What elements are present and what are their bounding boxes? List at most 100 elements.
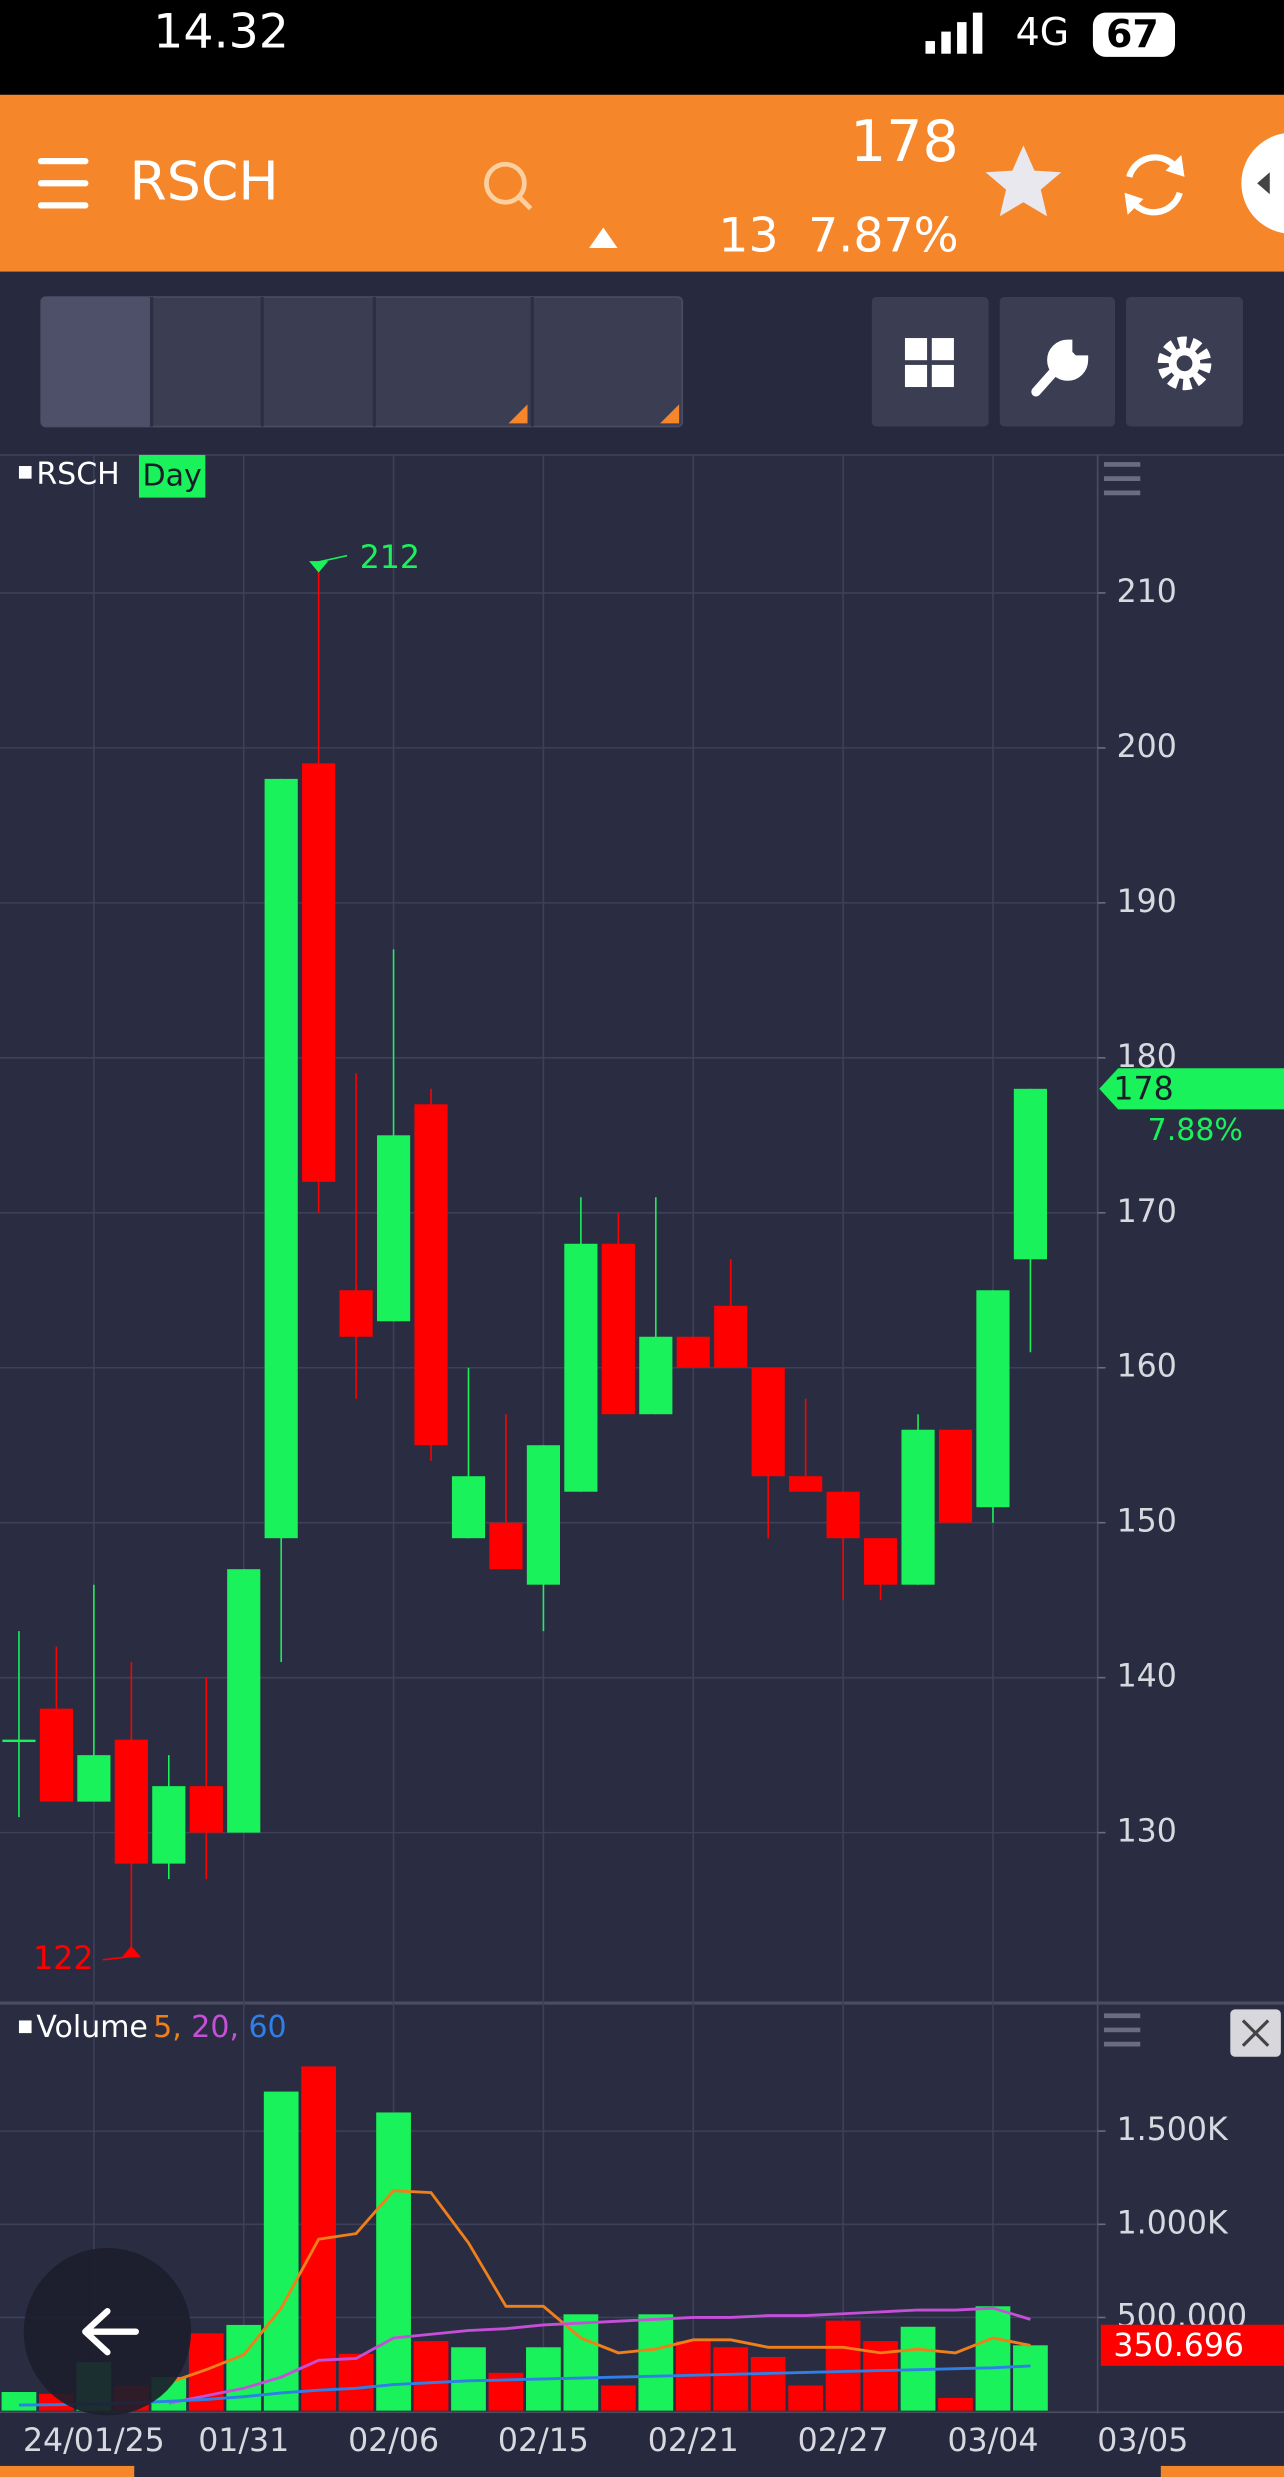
y-tick-label: 1.000K xyxy=(1117,2205,1229,2241)
signal-icon xyxy=(925,12,983,54)
y-tick-label: 1.500K xyxy=(1117,2112,1229,2148)
candle-body xyxy=(264,778,298,1539)
volume-bar xyxy=(263,2091,299,2411)
candle-body xyxy=(601,1243,635,1415)
candle-body xyxy=(938,1429,973,1523)
search-button[interactable] xyxy=(484,161,533,211)
period-active xyxy=(41,296,152,427)
legend-entry: 20, xyxy=(191,2010,239,2045)
candle-body xyxy=(227,1569,261,1833)
volume-bar xyxy=(975,2306,1011,2411)
battery-level: 67 xyxy=(1106,12,1159,56)
candle-body xyxy=(39,1708,73,1802)
last-volume-tag xyxy=(1100,2324,1284,2366)
candle-body xyxy=(376,1135,411,1322)
candle-body xyxy=(2,1739,36,1743)
candle-body xyxy=(339,1290,373,1337)
volume-bar xyxy=(338,2353,374,2411)
candle-body xyxy=(751,1367,785,1477)
volume-bar xyxy=(376,2112,411,2411)
last-price-tag xyxy=(1099,1068,1284,1110)
high-marker xyxy=(309,554,348,573)
candle-body xyxy=(152,1786,186,1864)
x-tick-label: 02/21 xyxy=(648,2423,739,2459)
x-tick-label: 24/01/25 xyxy=(23,2423,165,2459)
panel-menu[interactable] xyxy=(1103,2013,1141,2047)
back-arrow xyxy=(82,2307,139,2356)
candle-body xyxy=(189,1786,223,1833)
candle-body xyxy=(489,1522,523,1570)
volume-bar xyxy=(563,2314,599,2411)
symbol: RSCH xyxy=(130,149,279,212)
candle-body xyxy=(863,1538,898,1585)
x-tick-label: 03/05 xyxy=(1097,2423,1188,2459)
y-tick-label: 130 xyxy=(1117,1814,1177,1850)
layout-icon xyxy=(904,338,954,388)
network: 4G xyxy=(1016,10,1069,54)
legend-entry: 5, xyxy=(153,2010,182,2045)
up-arrow xyxy=(589,227,618,249)
volume-bar xyxy=(1013,2345,1048,2411)
period-separators xyxy=(150,296,534,427)
volume-bar xyxy=(938,2397,973,2411)
status-bar xyxy=(0,0,1284,95)
low-marker xyxy=(102,1945,141,1961)
volume-bar xyxy=(600,2385,636,2411)
y-tick-label: 170 xyxy=(1117,1194,1177,1230)
bottom-bar xyxy=(0,2465,135,2477)
period-badge xyxy=(138,454,206,498)
volume-title: Volume xyxy=(36,2010,148,2045)
panel-menu[interactable] xyxy=(1103,462,1141,496)
wrench-icon xyxy=(1031,339,1089,397)
layout-button[interactable] xyxy=(871,296,989,427)
candle-body xyxy=(714,1305,748,1368)
candle-body xyxy=(77,1755,111,1802)
price: 178 xyxy=(850,109,959,175)
favorite-button[interactable] xyxy=(985,145,1062,217)
y-tick-label: 190 xyxy=(1117,884,1177,920)
y-tick-label: 210 xyxy=(1117,574,1177,610)
volume-bar xyxy=(788,2385,824,2411)
legend-entry: 60 xyxy=(248,2010,286,2045)
legend-square xyxy=(18,2020,32,2034)
last-change-label: 7.88% xyxy=(1148,1113,1243,1148)
candle-body xyxy=(976,1290,1010,1508)
side-panel-arrow xyxy=(1257,172,1270,195)
chart-symbol: RSCH xyxy=(36,457,119,492)
header xyxy=(0,94,1284,272)
last-price-label: 178 xyxy=(1113,1071,1173,1107)
high-label: 212 xyxy=(360,540,420,576)
menu-button[interactable] xyxy=(37,157,89,209)
x-labels: 24/01/25 01/31 02/06 02/15 02/21 02/27 03/04 03… xyxy=(23,2423,1188,2459)
ma-line xyxy=(18,2364,1031,2407)
candle-body xyxy=(789,1476,823,1492)
volume-bar xyxy=(413,2341,449,2411)
time: 14.32 xyxy=(153,5,289,60)
candle-body xyxy=(826,1491,860,1539)
close-icon xyxy=(1241,2019,1270,2047)
x-axis xyxy=(0,2413,1284,2477)
volume-bar xyxy=(451,2347,486,2411)
x-tick-label: 02/15 xyxy=(498,2423,589,2459)
y-tick-label: 140 xyxy=(1117,1659,1177,1695)
y-tick-label: 200 xyxy=(1117,729,1177,765)
x-tick-label: 02/06 xyxy=(348,2423,439,2459)
ma-line xyxy=(168,2306,1031,2405)
refresh-button[interactable] xyxy=(1124,154,1185,216)
candle-body xyxy=(564,1243,598,1492)
x-tick-label: 02/27 xyxy=(798,2423,889,2459)
low-label: 122 xyxy=(33,1941,93,1977)
period-group xyxy=(40,296,684,428)
chart-period: Day xyxy=(143,459,202,494)
x-tick-label: 01/31 xyxy=(198,2423,289,2459)
candle-body xyxy=(451,1476,486,1539)
last-volume-label: 350.696 xyxy=(1113,2328,1244,2364)
gear-icon xyxy=(1157,336,1212,391)
candle-body xyxy=(526,1445,561,1585)
x-tick-label: 03/04 xyxy=(947,2423,1038,2459)
volume-bar xyxy=(713,2347,749,2411)
battery xyxy=(1092,12,1176,57)
ma-legend: 5, 20, 60 xyxy=(153,2010,286,2045)
volume-bar xyxy=(638,2314,674,2411)
